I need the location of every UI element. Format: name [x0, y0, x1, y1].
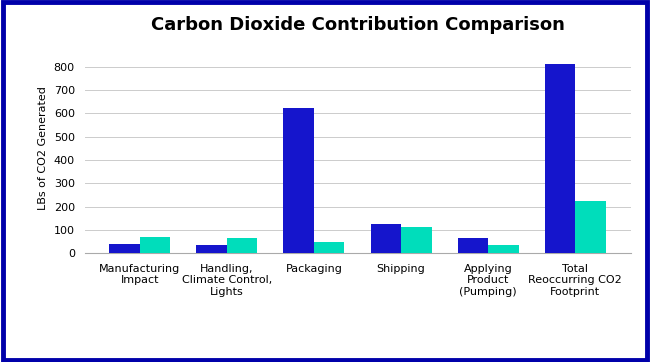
Bar — [545, 64, 575, 253]
Bar — [370, 224, 401, 253]
Bar — [575, 201, 606, 253]
Bar — [109, 244, 140, 253]
Bar — [283, 108, 314, 253]
Bar — [488, 245, 519, 253]
Title: Carbon Dioxide Contribution Comparison: Carbon Dioxide Contribution Comparison — [151, 16, 564, 34]
Bar — [458, 238, 488, 253]
Bar — [196, 245, 227, 253]
Bar — [140, 237, 170, 253]
Bar — [401, 227, 432, 253]
Bar — [227, 238, 257, 253]
Bar — [314, 242, 344, 253]
Y-axis label: LBs of CO2 Generated: LBs of CO2 Generated — [38, 87, 48, 210]
